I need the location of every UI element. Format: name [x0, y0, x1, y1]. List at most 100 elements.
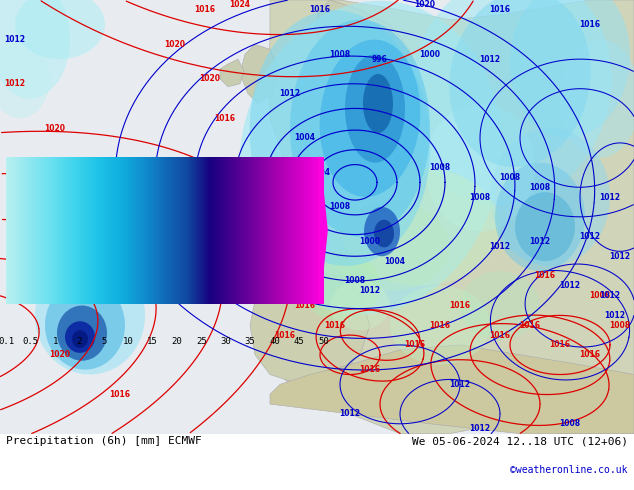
- Text: 45: 45: [294, 337, 304, 345]
- Text: 1016: 1016: [214, 114, 235, 123]
- Text: 1008: 1008: [590, 291, 611, 300]
- Text: 1020: 1020: [415, 0, 436, 9]
- Text: 1008: 1008: [469, 193, 491, 201]
- Text: 1000: 1000: [359, 237, 380, 246]
- Text: 1004: 1004: [384, 257, 406, 266]
- Text: 1012: 1012: [450, 380, 470, 389]
- Text: 0.1: 0.1: [0, 337, 15, 345]
- Ellipse shape: [35, 256, 145, 374]
- Text: 1024: 1024: [60, 202, 81, 212]
- Ellipse shape: [15, 0, 105, 59]
- Text: 1008: 1008: [500, 173, 521, 182]
- Polygon shape: [250, 271, 370, 384]
- Ellipse shape: [45, 281, 125, 369]
- Text: 35: 35: [245, 337, 256, 345]
- Text: We 05-06-2024 12..18 UTC (12+06): We 05-06-2024 12..18 UTC (12+06): [411, 437, 628, 446]
- Text: 1020: 1020: [164, 40, 186, 49]
- Text: 1016: 1016: [404, 341, 425, 349]
- Ellipse shape: [250, 10, 430, 266]
- Text: 1000: 1000: [420, 49, 441, 59]
- Text: 1012: 1012: [559, 281, 581, 290]
- Text: 1012: 1012: [600, 291, 621, 300]
- Text: 1016: 1016: [295, 301, 316, 310]
- Ellipse shape: [490, 128, 610, 266]
- Ellipse shape: [450, 0, 591, 167]
- Text: 1016: 1016: [359, 365, 380, 374]
- Text: 1020: 1020: [200, 74, 221, 83]
- Text: 1004: 1004: [309, 168, 330, 177]
- Text: 10: 10: [123, 337, 134, 345]
- Text: 1: 1: [53, 337, 58, 345]
- Ellipse shape: [330, 281, 390, 330]
- Text: 50: 50: [318, 337, 328, 345]
- Ellipse shape: [57, 306, 107, 361]
- Text: 1008: 1008: [609, 321, 631, 330]
- Ellipse shape: [290, 20, 430, 237]
- Text: 15: 15: [147, 337, 158, 345]
- Text: 1012: 1012: [479, 54, 500, 64]
- Text: 1012: 1012: [4, 79, 25, 88]
- Text: 1012: 1012: [489, 242, 510, 251]
- Text: 1012: 1012: [359, 286, 380, 295]
- Text: 1008: 1008: [330, 49, 351, 59]
- Polygon shape: [315, 0, 410, 118]
- Text: 1016: 1016: [325, 321, 346, 330]
- Ellipse shape: [515, 192, 575, 261]
- Text: 1016: 1016: [579, 350, 600, 359]
- Text: 1004: 1004: [295, 133, 316, 143]
- Text: 1016: 1016: [489, 5, 510, 14]
- Text: 1008: 1008: [559, 419, 581, 428]
- Text: 25: 25: [196, 337, 207, 345]
- Ellipse shape: [363, 74, 393, 133]
- Text: Precipitation (6h) [mm] ECMWF: Precipitation (6h) [mm] ECMWF: [6, 437, 202, 446]
- Text: 1016: 1016: [534, 271, 555, 280]
- Ellipse shape: [345, 54, 405, 163]
- Text: 1008: 1008: [529, 183, 550, 192]
- Polygon shape: [240, 45, 278, 103]
- Ellipse shape: [72, 330, 88, 348]
- Text: 1016: 1016: [550, 341, 571, 349]
- Ellipse shape: [560, 39, 634, 158]
- Text: 0.5: 0.5: [23, 337, 39, 345]
- Text: 1016: 1016: [309, 5, 330, 14]
- Text: 5: 5: [101, 337, 107, 345]
- Text: 20: 20: [172, 337, 183, 345]
- Text: 1016: 1016: [579, 20, 600, 29]
- Text: 1016: 1016: [110, 390, 131, 399]
- Ellipse shape: [300, 251, 380, 320]
- Text: 2: 2: [77, 337, 82, 345]
- Text: 1008: 1008: [429, 163, 451, 172]
- Text: 1020: 1020: [49, 350, 70, 359]
- Text: 1008: 1008: [330, 202, 351, 212]
- Text: 1012: 1012: [600, 193, 621, 201]
- Ellipse shape: [0, 39, 50, 118]
- Text: 1012: 1012: [604, 311, 626, 320]
- Ellipse shape: [495, 163, 585, 271]
- Ellipse shape: [330, 202, 450, 291]
- Text: 1012: 1012: [280, 89, 301, 98]
- Text: 1012: 1012: [470, 424, 491, 433]
- Ellipse shape: [460, 271, 540, 340]
- Ellipse shape: [320, 40, 420, 197]
- Ellipse shape: [239, 1, 501, 315]
- Text: 40: 40: [269, 337, 280, 345]
- Ellipse shape: [65, 321, 95, 353]
- Ellipse shape: [390, 286, 490, 365]
- Text: 1012: 1012: [579, 232, 600, 241]
- Text: 1016: 1016: [450, 301, 470, 310]
- Ellipse shape: [408, 0, 611, 206]
- Text: 1020: 1020: [44, 123, 65, 133]
- Text: ©weatheronline.co.uk: ©weatheronline.co.uk: [510, 465, 628, 475]
- Text: 1016: 1016: [429, 321, 451, 330]
- Text: 1012: 1012: [609, 252, 630, 261]
- Text: 1016: 1016: [195, 5, 216, 14]
- Ellipse shape: [374, 220, 394, 247]
- Polygon shape: [220, 59, 244, 87]
- Text: 1016: 1016: [519, 321, 541, 330]
- Text: 1024: 1024: [230, 0, 250, 9]
- Polygon shape: [320, 157, 327, 304]
- Ellipse shape: [510, 0, 630, 138]
- Ellipse shape: [0, 0, 70, 98]
- Polygon shape: [260, 0, 634, 434]
- Text: 1008: 1008: [344, 276, 366, 285]
